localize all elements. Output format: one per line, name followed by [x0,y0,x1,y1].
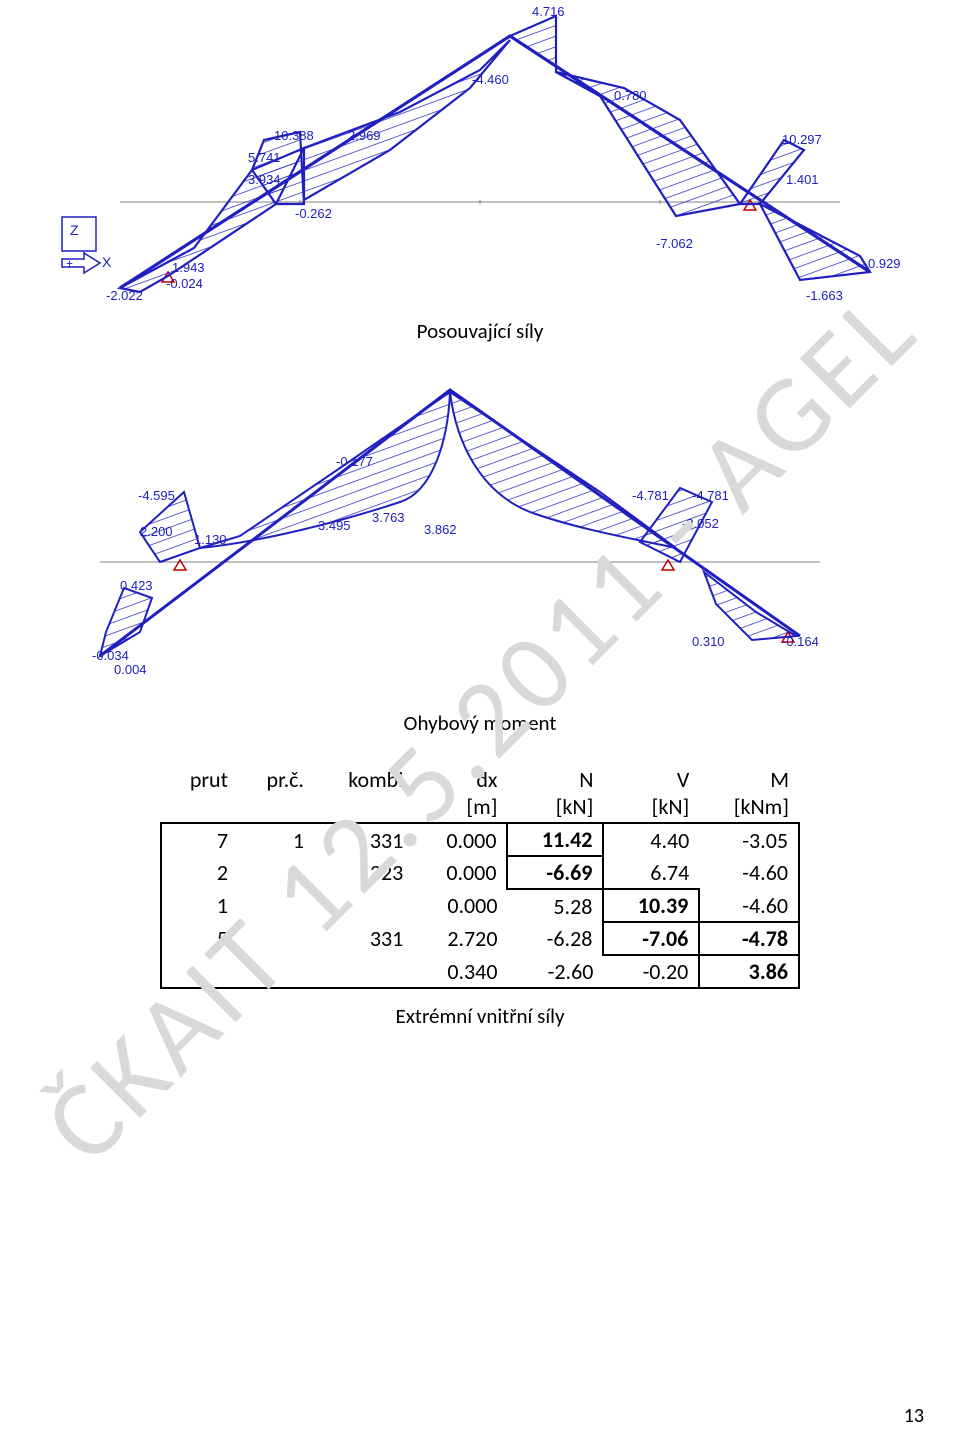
cell-kombi [314,889,413,922]
cell-prut: 7 [161,823,238,856]
table-row: 2 3230.000-6.696.74-4.60 [161,856,799,889]
diagram-value-label: 0.780 [614,88,647,103]
results-table: prut pr.č. kombi dx[m]N[kN]V[kN]M[kNm] 7… [160,764,800,989]
cell-kombi: 331 [314,823,413,856]
cell-N: 11.42 [507,823,603,856]
cell-dx: 0.000 [413,856,507,889]
results-table-container: prut pr.č. kombi dx[m]N[kN]V[kN]M[kNm] 7… [160,764,800,989]
table-header-V: V[kN] [603,764,699,823]
diagram-value-label: 0.423 [120,578,153,593]
cell-M: -4.60 [699,856,799,889]
cell-prc [238,922,314,955]
diagram-value-label: -4.781 [632,488,669,503]
shear-force-diagram: 4.716 -4.460 0.780 10.388 2.969 5.741 3.934 -0.… [40,0,920,300]
table-row: 0.340-2.60-0.203.86 [161,955,799,988]
bending-moment-diagram: -0.177 -4.595 2.200 1.130 3.495 3.763 3.862 -4.… [40,372,920,692]
cell-M: -3.05 [699,823,799,856]
cell-kombi: 331 [314,922,413,955]
table-header-prut: prut [161,764,238,823]
diagram-value-label: -7.062 [656,236,693,251]
cell-dx: 0.000 [413,889,507,922]
diagram-value-label: -0.262 [295,206,332,221]
cell-prut [161,955,238,988]
table-row: 5 3312.720-6.28-7.06-4.78 [161,922,799,955]
diagram-value-label: 1.130 [194,532,227,547]
table-header-kombi: kombi [314,764,413,823]
diagram-value-label: -0.034 [92,648,129,663]
cell-M: 3.86 [699,955,799,988]
diagram-value-label: -3.052 [682,516,719,531]
table-header-dx: dx[m] [413,764,507,823]
diagram-value-label: -4.595 [138,488,175,503]
cell-prc [238,955,314,988]
diagram-value-label: -0.177 [336,454,373,469]
cell-N: -2.60 [507,955,603,988]
diagram-value-label: -0.164 [782,634,819,649]
cell-kombi: 323 [314,856,413,889]
diagram-value-label: 5.741 [248,150,281,165]
diagram-value-label: 4.716 [532,4,565,19]
table-header-N: N[kN] [507,764,603,823]
cell-prc [238,856,314,889]
cell-V: -7.06 [603,922,699,955]
diagram-value-label: 10.388 [274,128,314,143]
cell-V: -0.20 [603,955,699,988]
caption-shear: Posouvající síly [0,318,960,344]
cell-V: 10.39 [603,889,699,922]
cell-V: 6.74 [603,856,699,889]
table-header-prc: pr.č. [238,764,314,823]
diagram-value-label: 2.200 [140,524,173,539]
cell-dx: 0.000 [413,823,507,856]
cell-N: 5.28 [507,889,603,922]
cell-N: -6.69 [507,856,603,889]
cell-dx: 0.340 [413,955,507,988]
diagram-value-label: -4.781 [692,488,729,503]
caption-table: Extrémní vnitřní síly [0,1003,960,1029]
diagram-value-label: 0.004 [114,662,147,677]
diagram-value-label: 3.862 [424,522,457,537]
cell-prc [238,889,314,922]
diagram-value-label: 3.763 [372,510,405,525]
diagram-value-label: -0.024 [166,276,203,291]
cell-N: -6.28 [507,922,603,955]
diagram-value-label: 1.401 [786,172,819,187]
cell-kombi [314,955,413,988]
cell-M: -4.78 [699,922,799,955]
diagram-value-label: 0.310 [692,634,725,649]
table-row: 713310.00011.424.40-3.05 [161,823,799,856]
diagram-value-label: 0.929 [868,256,901,271]
diagram-value-label: 3.495 [318,518,351,533]
diagram-value-label: 1.943 [172,260,205,275]
cell-prut: 5 [161,922,238,955]
diagram-value-label: 10.297 [782,132,822,147]
cell-dx: 2.720 [413,922,507,955]
cell-M: -4.60 [699,889,799,922]
caption-moment: Ohybový moment [0,710,960,736]
diagram-value-label: -2.022 [106,288,143,300]
cell-prut: 1 [161,889,238,922]
table-header-M: M[kNm] [699,764,799,823]
cell-V: 4.40 [603,823,699,856]
cell-prut: 2 [161,856,238,889]
page-number: 13 [904,1404,924,1428]
diagram-value-label: -4.460 [472,72,509,87]
diagram-value-label: 2.969 [348,128,381,143]
diagram-value-label: 3.934 [248,172,281,187]
cell-prc: 1 [238,823,314,856]
table-row: 1 0.0005.2810.39-4.60 [161,889,799,922]
diagram-value-label: -1.663 [806,288,843,300]
